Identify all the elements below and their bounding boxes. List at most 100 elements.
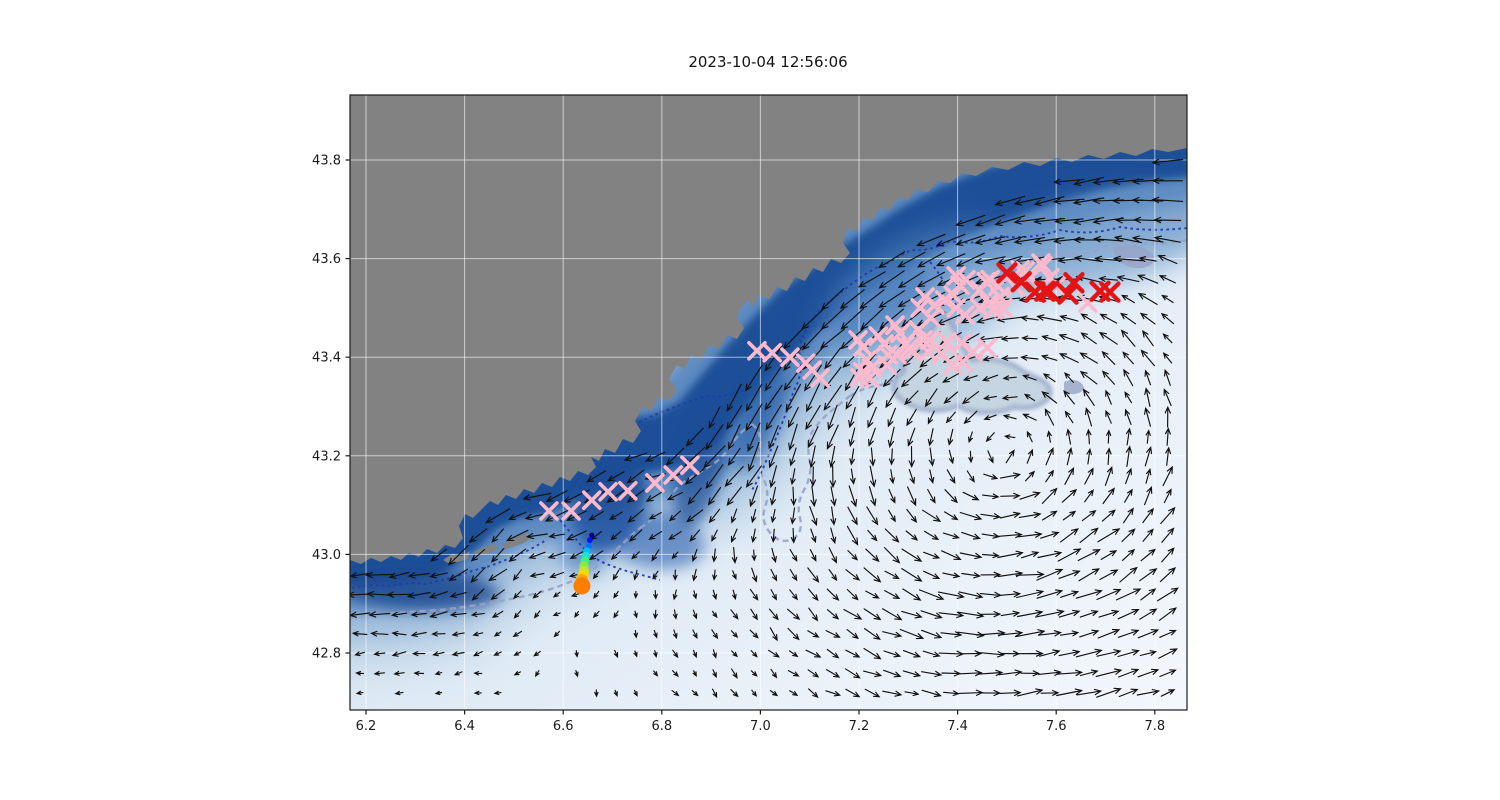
- quiver-arrow: [770, 568, 778, 582]
- quiver-arrow: [882, 608, 903, 621]
- quiver-arrow: [1124, 391, 1133, 404]
- quiver-arrow: [789, 548, 798, 562]
- quiver-arrow: [916, 251, 945, 268]
- quiver-arrow: [962, 491, 980, 501]
- quiver-arrow: [1136, 688, 1161, 696]
- quiver-arrow: [391, 651, 407, 657]
- quiver-arrow: [552, 591, 561, 598]
- quiver-arrow: [731, 650, 738, 658]
- quiver-arrow: [750, 508, 757, 524]
- quiver-arrow: [768, 445, 779, 469]
- quiver-arrow: [1019, 491, 1041, 500]
- quiver-arrow: [1001, 394, 1018, 401]
- quiver-arrow: [1140, 349, 1156, 367]
- obs-marker-red: [1057, 283, 1079, 305]
- quiver-arrow: [927, 410, 935, 425]
- island: [502, 534, 531, 549]
- quiver-arrow: [924, 388, 938, 408]
- quiver-arrow: [867, 406, 877, 429]
- quiver-arrow: [946, 469, 956, 484]
- quiver-arrow: [787, 670, 800, 677]
- obs-marker-pink: [887, 344, 907, 365]
- quiver-arrow: [865, 590, 880, 599]
- quiver-arrow: [491, 528, 505, 543]
- quiver-arrow: [1119, 312, 1137, 325]
- quiver-arrow: [804, 364, 822, 392]
- quiver-arrow: [1121, 548, 1136, 561]
- quiver-arrow: [1160, 312, 1175, 325]
- quiver-arrow: [751, 549, 757, 562]
- quiver-arrow: [1145, 468, 1152, 484]
- quiver-arrow: [431, 631, 446, 637]
- quiver-arrow: [1072, 176, 1105, 186]
- quiver-arrow: [921, 629, 943, 639]
- quiver-arrow: [997, 550, 1024, 559]
- obs-marker-pink: [946, 266, 966, 286]
- quiver-arrow: [770, 668, 778, 679]
- obs-marker-red: [1099, 281, 1121, 303]
- quiver-arrow: [884, 528, 900, 543]
- quiver-arrow: [665, 447, 685, 466]
- quiver-arrow: [921, 689, 942, 698]
- quiver-arrow: [651, 549, 660, 562]
- quiver-arrow: [653, 590, 658, 600]
- quiver-arrow: [449, 611, 467, 618]
- quiver-arrow: [1058, 570, 1081, 579]
- quiver-arrow: [1119, 566, 1138, 583]
- quiver-arrow: [999, 689, 1022, 697]
- quiver-arrow: [1036, 314, 1062, 322]
- quiver-arrow: [830, 527, 837, 545]
- quiver-arrow: [809, 445, 816, 469]
- quiver-arrow: [765, 404, 782, 431]
- quiver-arrow: [574, 611, 579, 618]
- quiver-arrow: [1041, 335, 1058, 341]
- y-tick-label: 42.8: [312, 647, 341, 662]
- quiver-arrow: [610, 550, 621, 560]
- quiver-arrow: [1144, 485, 1153, 506]
- quiver-arrow: [878, 290, 905, 309]
- quiver-arrow: [864, 688, 881, 698]
- quiver-arrow: [801, 326, 824, 351]
- quiver-arrow: [1164, 427, 1171, 446]
- quiver-arrow: [844, 365, 861, 392]
- quiver-arrow: [1086, 447, 1092, 465]
- quiver-arrow: [904, 390, 919, 406]
- quiver-arrow: [1076, 688, 1103, 696]
- quiver-arrow: [828, 569, 838, 582]
- quiver-arrow: [826, 648, 840, 659]
- quiver-arrow: [770, 528, 777, 544]
- quiver-arrow: [789, 690, 799, 697]
- quiver-arrow: [508, 548, 527, 562]
- quiver-arrow: [730, 528, 738, 544]
- quiver-arrow: [708, 508, 721, 524]
- quiver-arrow: [1000, 511, 1021, 519]
- quiver-arrow: [823, 384, 842, 411]
- quiver-arrow: [473, 671, 483, 676]
- quiver-arrow: [820, 288, 845, 311]
- quiver-arrow: [955, 234, 986, 246]
- quiver-arrow: [923, 570, 941, 579]
- quiver-arrow: [806, 383, 821, 413]
- obs-marker-pink: [617, 481, 638, 501]
- quiver-arrow: [994, 215, 1026, 226]
- quiver-arrow: [1122, 351, 1134, 365]
- quiver-arrow: [1064, 467, 1075, 485]
- quiver-arrow: [1086, 428, 1092, 445]
- quiver-arrow: [845, 569, 861, 581]
- quiver-arrow: [1099, 313, 1118, 324]
- quiver-arrow: [1041, 487, 1058, 504]
- quiver-arrow: [887, 407, 896, 428]
- quiver-arrow: [711, 548, 718, 563]
- quiver-arrow: [770, 486, 777, 506]
- quiver-arrow: [844, 668, 861, 679]
- quiver-arrow: [749, 588, 759, 601]
- quiver-arrow: [1019, 315, 1039, 322]
- quiver-arrow: [671, 551, 679, 560]
- quiver-arrow: [1137, 292, 1158, 305]
- quiver-arrow: [846, 629, 860, 640]
- quiver-arrow: [955, 214, 986, 227]
- quiver-arrow: [370, 630, 389, 637]
- quiver-arrow: [751, 689, 758, 697]
- quiver-arrow: [407, 572, 430, 579]
